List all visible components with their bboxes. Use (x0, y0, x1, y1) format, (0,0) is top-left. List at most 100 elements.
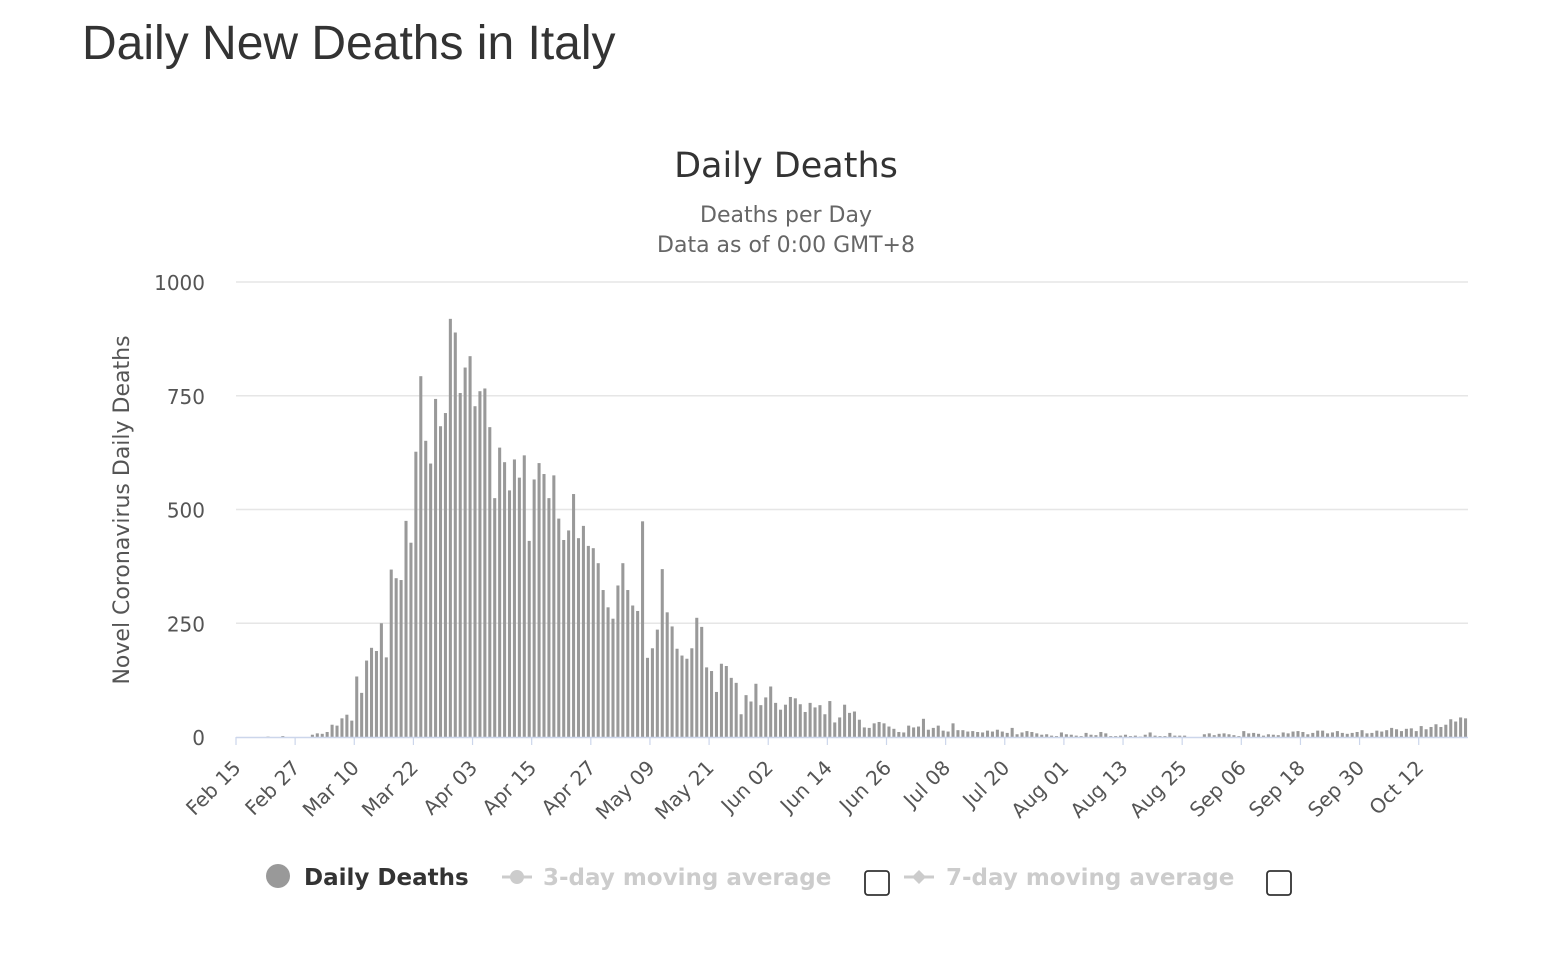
bar[interactable] (912, 727, 916, 737)
bar[interactable] (1153, 735, 1157, 737)
bar[interactable] (1350, 732, 1354, 737)
bar[interactable] (1119, 735, 1123, 737)
bar[interactable] (532, 479, 536, 737)
bar[interactable] (793, 698, 797, 737)
bar[interactable] (355, 676, 359, 737)
bar[interactable] (537, 463, 541, 737)
bar[interactable] (744, 695, 748, 737)
bar[interactable] (813, 707, 817, 737)
bar[interactable] (1365, 733, 1369, 737)
bar[interactable] (1163, 736, 1167, 737)
bar[interactable] (759, 705, 763, 737)
bar[interactable] (409, 542, 413, 737)
bar[interactable] (576, 538, 581, 737)
bar[interactable] (522, 455, 526, 737)
bar[interactable] (734, 682, 738, 737)
bar[interactable] (862, 727, 866, 737)
bar[interactable] (562, 539, 566, 737)
bar[interactable] (1247, 733, 1251, 737)
bar[interactable] (453, 332, 457, 737)
bar[interactable] (1449, 719, 1453, 737)
bar[interactable] (739, 714, 743, 737)
bar[interactable] (552, 475, 556, 737)
bar[interactable] (907, 725, 911, 737)
bar[interactable] (921, 718, 925, 737)
bar[interactable] (882, 723, 886, 737)
bar[interactable] (1414, 731, 1418, 737)
bar[interactable] (1266, 734, 1270, 737)
bar[interactable] (951, 723, 955, 737)
bar[interactable] (1399, 731, 1403, 737)
bar[interactable] (631, 605, 635, 737)
bar[interactable] (956, 730, 960, 737)
bar[interactable] (892, 728, 896, 737)
bar[interactable] (774, 702, 778, 737)
bar[interactable] (852, 711, 856, 737)
bar[interactable] (1222, 733, 1226, 737)
bar[interactable] (1183, 735, 1187, 737)
bar[interactable] (1380, 731, 1384, 737)
bar[interactable] (1355, 731, 1359, 737)
bar[interactable] (1395, 729, 1399, 737)
bar[interactable] (379, 623, 383, 737)
bar[interactable] (1424, 729, 1428, 737)
bar[interactable] (1281, 732, 1285, 737)
bar[interactable] (1099, 731, 1103, 737)
bar[interactable] (611, 618, 615, 737)
bar[interactable] (1109, 736, 1113, 737)
bar[interactable] (931, 727, 935, 737)
bar[interactable] (665, 612, 669, 737)
bar[interactable] (1173, 735, 1177, 737)
bar[interactable] (887, 726, 891, 737)
bar[interactable] (369, 647, 374, 737)
bar[interactable] (650, 648, 654, 737)
bar[interactable] (990, 731, 994, 737)
bar[interactable] (616, 585, 620, 737)
bar[interactable] (1128, 736, 1132, 737)
bar[interactable] (281, 736, 285, 737)
bar[interactable] (1069, 734, 1073, 737)
bar[interactable] (1434, 724, 1438, 737)
bar[interactable] (1404, 728, 1408, 737)
bar[interactable] (325, 731, 329, 737)
bar[interactable] (1030, 731, 1034, 737)
bar[interactable] (557, 518, 561, 737)
bar[interactable] (1148, 732, 1152, 737)
bar[interactable] (690, 648, 694, 737)
bar[interactable] (714, 691, 719, 737)
bar[interactable] (1370, 732, 1374, 737)
bar[interactable] (498, 447, 502, 737)
bar[interactable] (517, 477, 521, 737)
bar[interactable] (434, 398, 438, 737)
bar[interactable] (478, 391, 482, 737)
bar[interactable] (1301, 731, 1305, 737)
bar[interactable] (581, 525, 585, 737)
bar[interactable] (1158, 736, 1162, 737)
bar[interactable] (1409, 728, 1413, 737)
bar[interactable] (1326, 733, 1330, 737)
bar[interactable] (1079, 736, 1083, 737)
bar[interactable] (1464, 718, 1468, 737)
bar[interactable] (754, 683, 758, 737)
bar[interactable] (719, 663, 723, 737)
bar[interactable] (350, 720, 354, 737)
bar[interactable] (981, 732, 985, 737)
bar[interactable] (330, 724, 334, 737)
bar[interactable] (1321, 730, 1325, 737)
bar[interactable] (976, 731, 980, 737)
bar[interactable] (1104, 733, 1108, 737)
bar[interactable] (670, 626, 674, 737)
bar[interactable] (1252, 732, 1256, 737)
bar[interactable] (645, 657, 650, 737)
bar[interactable] (483, 388, 487, 737)
bar[interactable] (572, 494, 576, 737)
bar[interactable] (374, 651, 378, 737)
bar[interactable] (1010, 727, 1014, 737)
bar[interactable] (1311, 732, 1315, 737)
bar[interactable] (527, 540, 531, 737)
bar[interactable] (1005, 732, 1009, 737)
bar[interactable] (1084, 732, 1088, 737)
bar[interactable] (414, 451, 418, 737)
bar[interactable] (1015, 734, 1019, 737)
bar[interactable] (320, 733, 324, 737)
